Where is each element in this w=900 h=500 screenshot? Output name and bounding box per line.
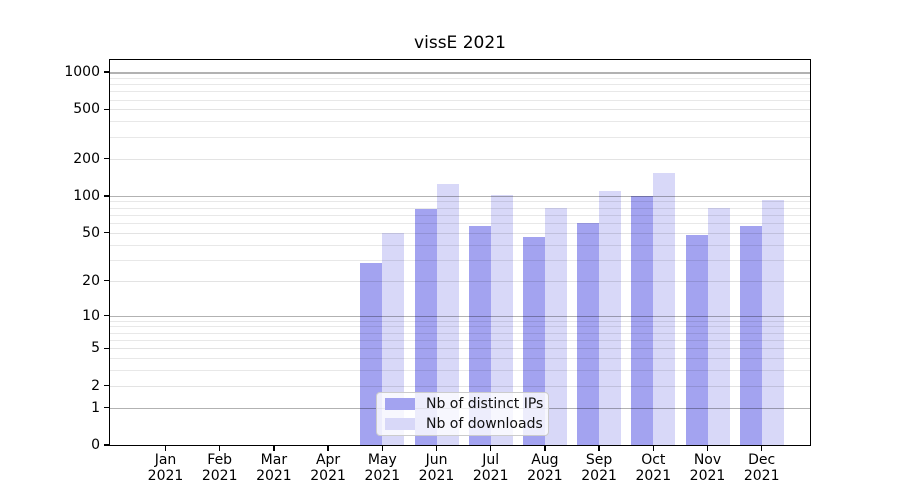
gridline: [110, 77, 810, 79]
x-tick-label: Oct 2021: [635, 452, 672, 484]
bar-downloads-jul: [490, 194, 513, 445]
y-tick-mark: [104, 108, 110, 111]
y-tick-mark: [104, 158, 110, 160]
x-tick-mark: [164, 445, 167, 451]
gridline: [110, 326, 810, 328]
legend-row-distinct-ips: Nb of distinct IPs: [385, 396, 544, 412]
y-tick-mark: [104, 71, 110, 73]
bar-downloads-sep: [599, 190, 622, 445]
gridlines-layer: [110, 60, 810, 445]
bar-downloads-may: [382, 232, 405, 445]
x-tick-mark: [435, 445, 438, 451]
x-tick-label: Nov 2021: [689, 452, 726, 484]
legend-swatch-distinct-ips: [385, 398, 415, 410]
legend: Nb of distinct IPs Nb of downloads: [376, 392, 549, 436]
x-tick-label: Mar 2021: [256, 452, 292, 484]
y-tick-label: 200: [73, 150, 100, 167]
y-tick-mark: [104, 279, 110, 282]
gridline: [110, 370, 810, 372]
x-tick-label: Sep 2021: [581, 452, 617, 484]
x-tick-mark: [273, 445, 275, 451]
bar-ips-oct: [631, 195, 654, 445]
y-tick-label: 10: [82, 307, 100, 324]
x-tick-label: Aug 2021: [527, 452, 563, 484]
y-tick-label: 500: [73, 101, 100, 118]
y-tick-label: 5: [91, 340, 100, 357]
gridline: [110, 99, 810, 101]
legend-swatch-downloads: [385, 418, 415, 430]
gridline: [110, 320, 810, 322]
legend-label-distinct-ips: Nb of distinct IPs: [426, 396, 544, 412]
bar-ips-nov: [685, 234, 708, 445]
gridline: [110, 72, 810, 74]
x-tick-label: Apr 2021: [310, 452, 346, 484]
gridline: [110, 244, 810, 246]
y-tick-mark: [104, 384, 110, 387]
x-tick-mark: [761, 445, 763, 451]
x-tick-label: May 2021: [364, 452, 401, 484]
x-tick-mark: [706, 445, 709, 451]
bar-downloads-jun: [436, 183, 459, 445]
y-tick-mark: [104, 314, 110, 317]
gridline: [110, 332, 810, 334]
gridline: [110, 232, 810, 234]
gridline: [110, 136, 810, 138]
gridline: [110, 385, 810, 387]
gridline: [110, 207, 810, 209]
x-tick-mark: [652, 445, 654, 451]
y-tick-label: 50: [82, 224, 100, 241]
x-tick-mark: [219, 445, 221, 451]
bar-downloads-dec: [761, 200, 784, 445]
y-tick-label: 2: [91, 377, 100, 394]
y-tick-mark: [104, 232, 110, 234]
y-tick-label: 1: [91, 399, 100, 416]
x-tick-label: Jan 2021: [147, 452, 184, 484]
gridline: [110, 315, 810, 318]
bar-ips-jun: [414, 209, 437, 445]
gridline: [110, 223, 810, 225]
gridline: [110, 91, 810, 93]
x-tick-label: Jun 2021: [418, 452, 455, 484]
y-tick-mark: [104, 444, 110, 446]
gridline: [110, 358, 810, 360]
gridline: [110, 348, 810, 350]
y-tick-label: 0: [91, 437, 100, 453]
x-tick-label: Jul 2021: [472, 452, 509, 484]
y-tick-label: 1000: [64, 64, 100, 81]
y-tick-label: 100: [73, 187, 100, 204]
gridline: [110, 214, 810, 216]
bars-layer: [110, 60, 810, 445]
y-tick-mark: [104, 195, 110, 197]
gridline: [110, 339, 810, 341]
legend-row-downloads: Nb of downloads: [385, 416, 543, 432]
bar-ips-jul: [468, 225, 491, 445]
x-tick-mark: [490, 445, 492, 451]
chart-title: vissE 2021: [414, 33, 506, 53]
gridline: [110, 84, 810, 86]
bar-ips-dec: [739, 225, 762, 445]
gridline: [110, 109, 810, 111]
legend-label-downloads: Nb of downloads: [426, 416, 543, 432]
x-tick-mark: [381, 445, 383, 451]
y-tick-mark: [104, 406, 110, 409]
gridline: [110, 259, 810, 261]
bar-downloads-aug: [544, 207, 567, 445]
x-tick-mark: [327, 445, 329, 451]
y-tick-label: 20: [82, 272, 100, 289]
x-tick-label: Dec 2021: [743, 452, 780, 484]
x-tick-label: Feb 2021: [201, 452, 238, 484]
y-tick-mark: [104, 347, 110, 349]
gridline: [110, 280, 810, 282]
bar-downloads-nov: [707, 208, 730, 445]
bar-ips-sep: [577, 223, 600, 445]
gridline: [110, 201, 810, 203]
x-tick-mark: [544, 445, 546, 451]
gridline: [110, 158, 810, 160]
plot-area: [109, 59, 811, 446]
gridline: [110, 195, 810, 198]
gridline: [110, 121, 810, 123]
x-tick-mark: [598, 445, 600, 451]
bar-downloads-oct: [653, 173, 676, 445]
